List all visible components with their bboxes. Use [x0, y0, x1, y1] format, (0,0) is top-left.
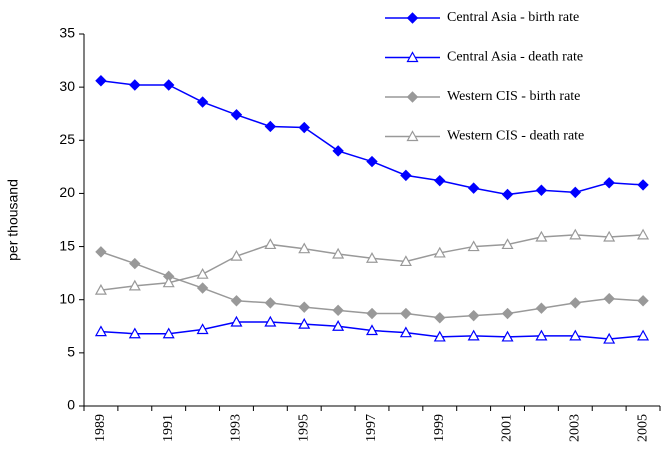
data-point [196, 267, 209, 279]
data-point [298, 242, 311, 254]
data-point [433, 330, 446, 342]
data-point [230, 109, 243, 121]
data-point [298, 121, 310, 134]
data-point [467, 240, 480, 252]
data-point [467, 182, 480, 194]
data-point [569, 297, 582, 309]
data-point [366, 307, 378, 320]
data-point [162, 327, 175, 339]
data-point [637, 295, 649, 307]
data-point [298, 301, 310, 313]
data-point [264, 315, 277, 327]
data-point [196, 282, 209, 294]
data-point [501, 330, 514, 342]
legend-marker [406, 12, 419, 24]
data-point [535, 184, 548, 196]
data-point [535, 230, 548, 242]
data-point [162, 276, 175, 288]
x-tick-label: 1989 [93, 414, 108, 442]
x-tick-label: 1997 [364, 414, 379, 442]
y-tick-label: 35 [59, 25, 75, 41]
data-point [400, 169, 412, 182]
legend-label: Western CIS - birth rate [447, 89, 580, 104]
data-point [95, 246, 107, 258]
data-point [467, 329, 480, 341]
data-point [264, 238, 277, 250]
x-tick-label: 1993 [229, 414, 244, 442]
data-point [94, 283, 107, 295]
legend-marker [406, 51, 419, 63]
data-point [535, 302, 548, 314]
data-point [637, 228, 650, 240]
x-tick-label: 1991 [161, 414, 176, 442]
data-point [196, 323, 209, 335]
data-point [400, 307, 412, 320]
data-point [162, 79, 175, 91]
x-tick-label: 2001 [500, 414, 515, 442]
data-point [95, 75, 107, 87]
legend-label: Central Asia - death rate [447, 50, 583, 65]
x-tick-label: 1995 [296, 414, 311, 442]
data-point [128, 279, 141, 291]
data-point [603, 177, 615, 189]
data-point [433, 246, 446, 258]
x-tick-label: 2005 [635, 414, 650, 442]
x-tick-label: 2003 [568, 414, 583, 442]
y-tick-label: 0 [67, 397, 75, 413]
data-point [535, 329, 548, 341]
data-point [264, 120, 277, 133]
data-point [603, 332, 616, 344]
data-point [129, 79, 141, 91]
data-point [434, 312, 446, 324]
data-point [230, 295, 243, 307]
data-point [230, 315, 243, 327]
data-point [264, 297, 277, 309]
data-point [129, 257, 141, 270]
data-point [637, 329, 650, 341]
y-tick-label: 5 [67, 344, 75, 360]
data-point [366, 155, 378, 168]
y-axis-label: per thousand [5, 179, 21, 261]
data-point [399, 326, 412, 338]
legend-marker [406, 91, 419, 103]
y-tick-label: 20 [59, 184, 75, 200]
data-point [332, 304, 344, 317]
data-point [196, 96, 209, 108]
data-point [365, 324, 379, 336]
data-point [501, 188, 514, 201]
data-point [603, 292, 615, 305]
data-point [332, 247, 345, 259]
data-point [467, 309, 480, 322]
data-point [399, 255, 412, 267]
data-point [569, 186, 582, 199]
data-point [332, 145, 344, 157]
legend-marker [406, 130, 419, 142]
data-point [569, 228, 582, 240]
y-tick-label: 25 [59, 131, 75, 147]
data-point [637, 179, 649, 191]
x-tick-label: 1999 [432, 414, 447, 442]
y-tick-label: 15 [59, 237, 75, 253]
data-point [128, 327, 141, 339]
legend-label: Western CIS - death rate [447, 129, 584, 144]
data-point [501, 307, 514, 320]
y-tick-label: 10 [59, 290, 75, 306]
data-point [501, 238, 514, 250]
data-point [332, 320, 345, 331]
data-point [230, 249, 243, 261]
y-tick-label: 30 [59, 78, 75, 94]
data-point [365, 252, 379, 263]
data-point [94, 325, 107, 337]
data-point [569, 329, 582, 341]
data-point [434, 174, 446, 187]
data-point [298, 317, 311, 329]
legend-label: Central Asia - birth rate [447, 10, 579, 25]
data-point [603, 230, 616, 242]
